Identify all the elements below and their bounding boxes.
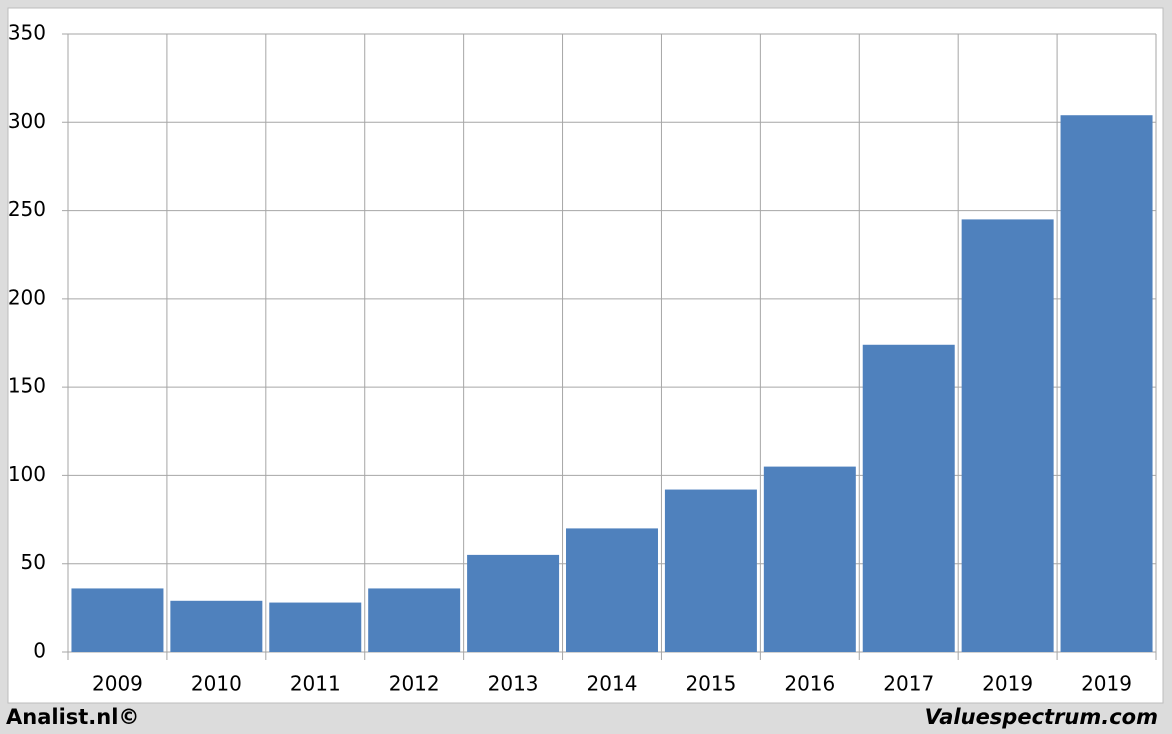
x-tick-label: 2019 — [982, 672, 1033, 696]
y-tick-label: 250 — [8, 197, 46, 221]
y-tick-label: 100 — [8, 462, 46, 486]
x-tick-label: 2015 — [685, 672, 736, 696]
bar — [763, 466, 856, 652]
bar — [862, 344, 955, 652]
y-tick-label: 300 — [8, 109, 46, 133]
bar — [467, 554, 560, 652]
x-tick-label: 2019 — [1081, 672, 1132, 696]
y-tick-label: 200 — [8, 285, 46, 309]
y-tick-label: 350 — [8, 21, 46, 45]
footer-right: Valuespectrum.com — [925, 705, 1158, 729]
x-tick-label: 2016 — [784, 672, 835, 696]
x-tick-label: 2014 — [587, 672, 638, 696]
x-tick-label: 2010 — [191, 672, 242, 696]
bar — [170, 600, 263, 652]
x-tick-label: 2017 — [883, 672, 934, 696]
bar — [71, 588, 164, 652]
bar — [961, 219, 1054, 652]
bar — [566, 528, 658, 652]
y-tick-label: 50 — [21, 550, 46, 574]
bar — [1060, 115, 1153, 653]
y-tick-label: 0 — [33, 639, 46, 663]
x-tick-label: 2009 — [92, 672, 143, 696]
bar — [269, 602, 362, 652]
x-tick-label: 2011 — [290, 672, 341, 696]
bar — [368, 588, 461, 652]
x-tick-label: 2013 — [488, 672, 539, 696]
x-tick-label: 2012 — [389, 672, 440, 696]
bar — [664, 489, 757, 652]
y-tick-label: 150 — [8, 374, 46, 398]
footer-left: Analist.nl© — [6, 705, 139, 729]
